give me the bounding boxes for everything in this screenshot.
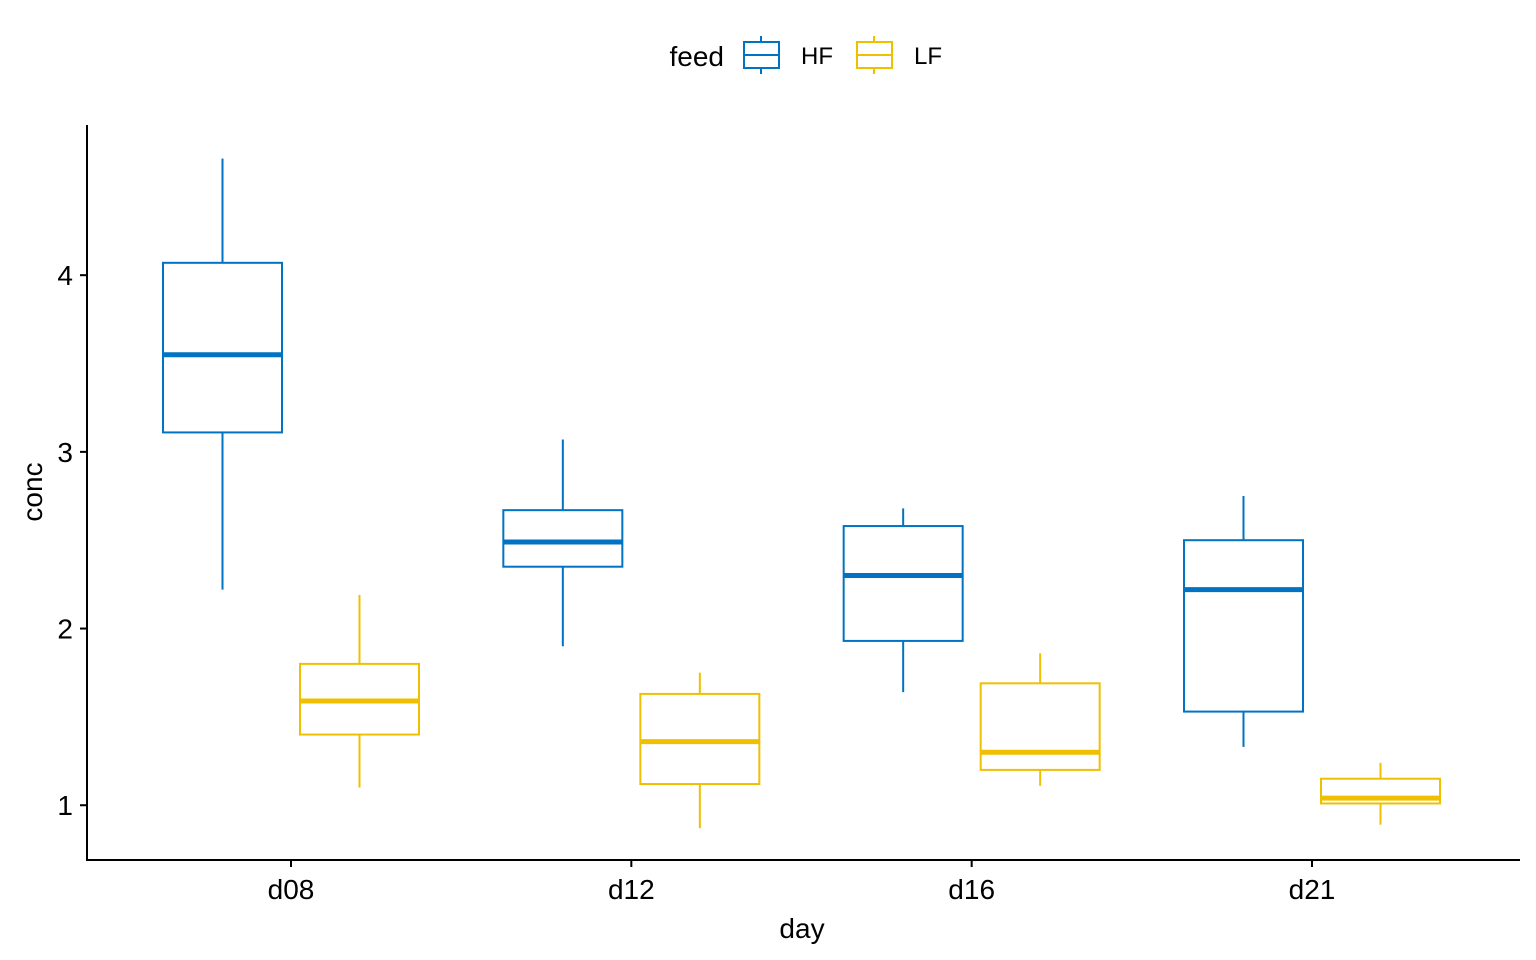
box-iqr xyxy=(502,509,624,568)
legend-item-LF: LF xyxy=(856,36,942,74)
x-axis-title: day xyxy=(779,913,824,944)
boxes xyxy=(162,158,1441,829)
x-tick-label: d21 xyxy=(1289,874,1336,905)
box-LF-d12 xyxy=(639,672,761,829)
y-tick-label: 3 xyxy=(57,437,73,468)
box-HF-d21 xyxy=(1183,496,1304,747)
plot-area: 1 2 3 4 d08 d12 d16 d21 xyxy=(57,125,1520,905)
y-tick-label: 1 xyxy=(57,790,73,821)
box-LF-d08 xyxy=(299,594,420,788)
y-axis-ticks: 1 2 3 4 xyxy=(57,260,87,821)
legend: feed HF LF xyxy=(670,36,942,74)
box-LF-d21 xyxy=(1320,762,1441,825)
box-iqr xyxy=(842,525,964,642)
y-tick-label: 2 xyxy=(57,614,73,645)
box-HF-d12 xyxy=(502,439,624,647)
x-tick-label: d12 xyxy=(608,874,655,905)
box-LF-d16 xyxy=(979,653,1101,786)
legend-label: HF xyxy=(801,43,833,70)
legend-title: feed xyxy=(670,41,725,72)
y-axis-title: conc xyxy=(17,462,48,521)
legend-label: LF xyxy=(914,43,942,70)
box-iqr xyxy=(979,682,1101,771)
x-tick-label: d08 xyxy=(268,874,315,905)
legend-items: HF LF xyxy=(743,36,942,74)
box-HF-d16 xyxy=(842,508,964,693)
x-tick-label: d16 xyxy=(948,874,995,905)
box-iqr xyxy=(1183,539,1304,713)
y-tick-label: 4 xyxy=(57,260,73,291)
box-iqr xyxy=(162,261,283,434)
box-HF-d08 xyxy=(162,158,283,590)
box-iqr xyxy=(639,692,761,786)
x-axis-ticks: d08 d12 d16 d21 xyxy=(268,860,1336,905)
legend-item-HF: HF xyxy=(743,36,833,74)
